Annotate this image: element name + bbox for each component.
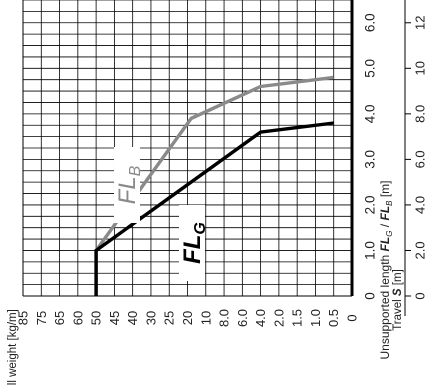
fill-weight-axis-label: Fill weight [kg/m]: [7, 309, 19, 386]
fl-subscript: G: [385, 231, 394, 237]
length-tick-label: 0: [363, 292, 378, 300]
fl-variable: FL: [378, 206, 392, 221]
length-tick-label: 6.0: [363, 13, 378, 32]
fill-weight-tick-label: 30: [143, 311, 158, 325]
fill-weight-tick-label: 0.5: [326, 309, 341, 327]
fill-weight-tick-label: 1.5: [290, 309, 305, 327]
length-axis-label: Unsupported length FLG / FLB [m]: [378, 180, 394, 359]
series-label-bg-G: [179, 205, 205, 281]
fl-subscript: B: [385, 200, 394, 206]
series-line-G: [94, 121, 334, 296]
series-label-sub: G: [192, 222, 209, 234]
fill-weight-tick-label: 60: [70, 311, 85, 325]
travel-label-text: Travel: [392, 296, 404, 331]
labels: 85 75 65 60 50 45 40 30 25 20 10 8.0 6.0 4.0 2.0 1.5 1.0…: [7, 13, 428, 386]
length-label-text: Unsupported length: [378, 251, 392, 359]
series-lines: [94, 75, 334, 296]
fl-variable: FL: [378, 237, 392, 252]
series-label-main: FL: [179, 235, 206, 264]
length-tick-label: 4.0: [363, 104, 378, 123]
fill-weight-tick-label: 40: [125, 311, 140, 325]
series-label-B: FLB: [114, 165, 145, 204]
fill-weight-tick-label: 1.0: [308, 309, 323, 327]
travel-axis-label: Travel S [m]: [392, 269, 404, 331]
length-tick-label: 3.0: [363, 150, 378, 169]
travel-tick-label: 8.0: [413, 105, 428, 123]
fill-weight-tick-label: 6.0: [235, 309, 250, 327]
travel-tick-label: 2.0: [413, 241, 428, 259]
fill-weight-tick-label: 4.0: [253, 309, 268, 327]
fill-weight-tick-label: 25: [162, 311, 177, 325]
travel-unit: [m]: [392, 269, 404, 288]
fill-weight-tick-label: 85: [16, 311, 31, 325]
travel-variable: S: [392, 288, 404, 296]
length-label-text: [m]: [378, 180, 392, 200]
series-label-main: FL: [114, 176, 141, 204]
fill-weight-tick-label: 75: [34, 311, 49, 325]
travel-tick-label: 6.0: [413, 150, 428, 168]
axes: [22, 0, 411, 316]
series-label-G: FLG: [179, 222, 210, 264]
fill-weight-tick-label: 2.0: [271, 309, 286, 327]
fill-weight-tick-label: 8.0: [217, 309, 232, 327]
fill-weight-tick-label: 0: [345, 314, 360, 321]
fill-weight-tick-label: 45: [107, 311, 122, 325]
length-tick-label: 5.0: [363, 59, 378, 78]
series-label-sub: B: [127, 165, 144, 176]
travel-tick-label: 12: [413, 16, 428, 30]
series-label-bg-B: [114, 147, 140, 223]
fill-weight-tick-label: 50: [89, 311, 104, 325]
fill-weight-tick-label: 10: [198, 311, 213, 325]
fill-weight-tick-label: 65: [52, 311, 67, 325]
length-tick-label: 2.0: [363, 196, 378, 215]
travel-tick-label: 10: [413, 61, 428, 75]
travel-tick-label: 4.0: [413, 196, 428, 214]
fill-weight-tick-label: 20: [180, 311, 195, 325]
length-tick-label: 1.0: [363, 241, 378, 260]
travel-tick-label: 0: [413, 292, 428, 299]
length-label-text: /: [378, 221, 392, 231]
